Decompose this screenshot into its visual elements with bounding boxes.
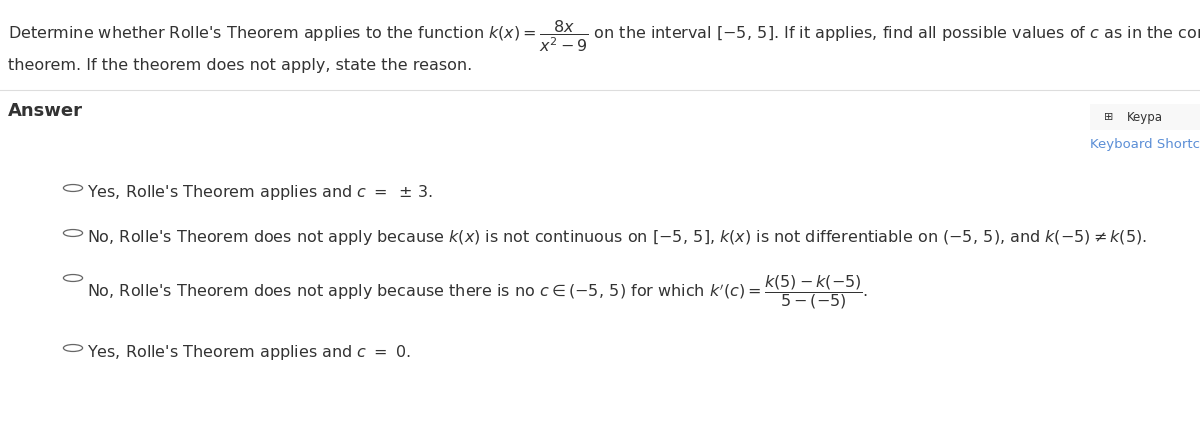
Text: Determine whether Rolle's Theorem applies to the function $k(x) = \dfrac{8x}{x^2: Determine whether Rolle's Theorem applie…	[8, 18, 1200, 54]
Text: Yes, Rolle's Theorem applies and $c\ =\ 0$.: Yes, Rolle's Theorem applies and $c\ =\ …	[88, 343, 412, 362]
Text: ⊞: ⊞	[1104, 112, 1114, 122]
Text: Yes, Rolle's Theorem applies and $c\ =\ \pm\,3$.: Yes, Rolle's Theorem applies and $c\ =\ …	[88, 183, 433, 202]
Text: Keypa: Keypa	[1127, 111, 1163, 124]
Text: Keyboard Shortc: Keyboard Shortc	[1090, 138, 1200, 151]
FancyBboxPatch shape	[1085, 103, 1200, 132]
Text: No, Rolle's Theorem does not apply because $k(x)$ is not continuous on $[-5,\,5]: No, Rolle's Theorem does not apply becau…	[88, 228, 1147, 247]
Text: Answer: Answer	[8, 102, 83, 120]
Text: theorem. If the theorem does not apply, state the reason.: theorem. If the theorem does not apply, …	[8, 58, 473, 73]
Text: No, Rolle's Theorem does not apply because there is no $c \in (-5,\,5)$ for whic: No, Rolle's Theorem does not apply becau…	[88, 273, 869, 311]
